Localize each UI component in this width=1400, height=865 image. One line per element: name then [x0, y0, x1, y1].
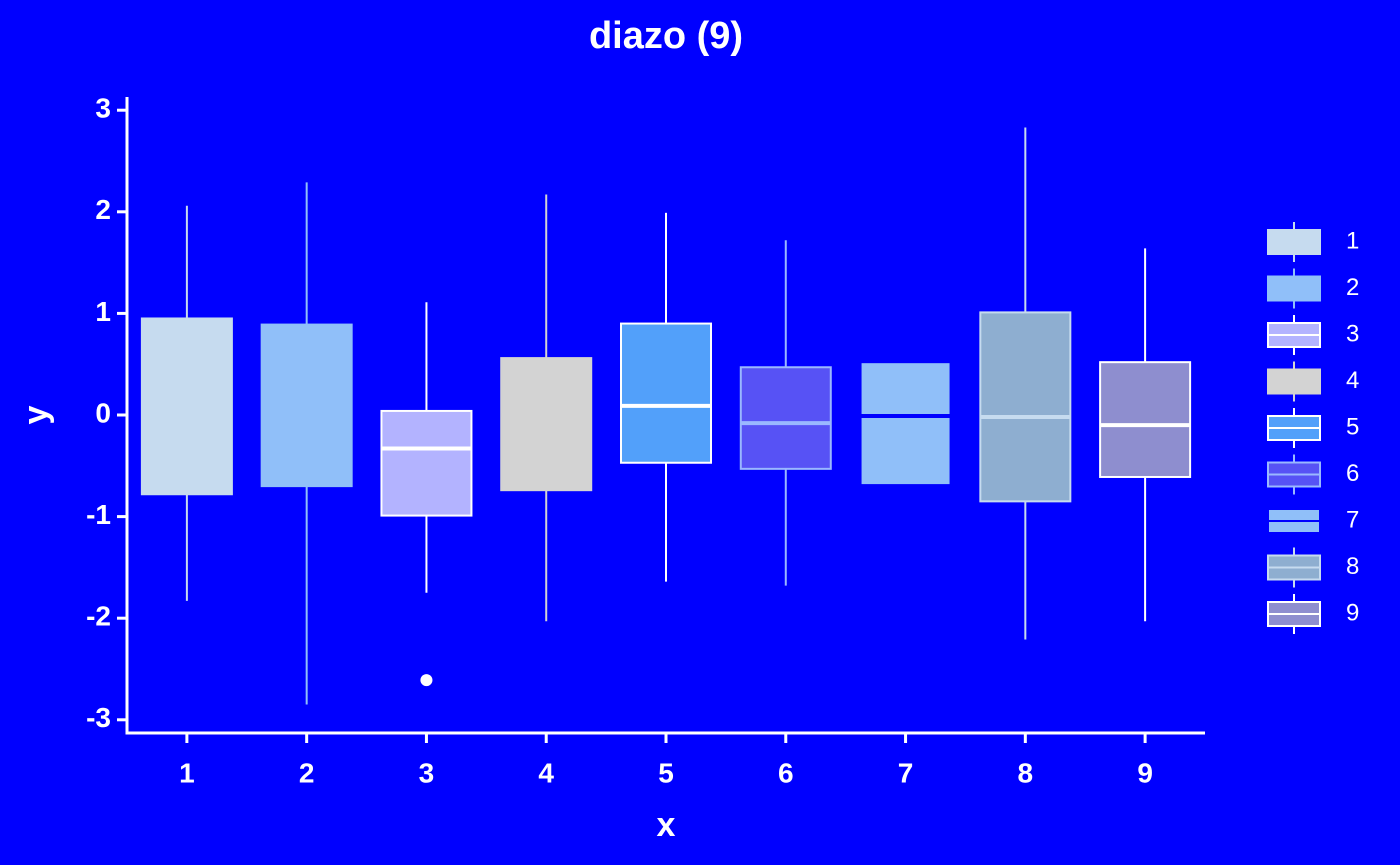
legend-label: 8 [1346, 553, 1359, 580]
legend-label: 3 [1346, 320, 1359, 347]
box [739, 366, 832, 470]
legend-label: 7 [1346, 506, 1359, 533]
x-tick-label: 2 [299, 757, 315, 788]
x-tick-label: 3 [419, 757, 435, 788]
legend-label: 6 [1346, 460, 1359, 487]
y-tick-label: -1 [86, 499, 111, 530]
x-tick-label: 7 [898, 757, 914, 788]
box [620, 322, 712, 464]
x-tick-label: 4 [538, 757, 554, 788]
y-tick-label: -2 [86, 601, 111, 632]
y-tick-label: 0 [95, 397, 111, 428]
x-tick-label: 6 [778, 757, 794, 788]
x-axis-label: x [657, 806, 676, 844]
box [1099, 361, 1192, 478]
outlier [420, 674, 433, 687]
y-tick-label: 1 [95, 296, 111, 327]
y-axis-label: y [17, 405, 55, 424]
x-tick-label: 9 [1137, 757, 1153, 788]
y-tick-label: 2 [95, 194, 111, 225]
box [260, 323, 353, 488]
y-tick-label: 3 [95, 93, 111, 124]
x-tick-label: 5 [658, 757, 674, 788]
box [500, 357, 593, 492]
box [979, 311, 1072, 503]
x-tick-label: 8 [1018, 757, 1034, 788]
legend-label: 2 [1346, 274, 1359, 301]
legend-label: 5 [1346, 413, 1359, 440]
legend-label: 1 [1346, 227, 1359, 254]
legend-label: 4 [1346, 367, 1359, 394]
y-tick-label: -3 [86, 702, 111, 733]
chart-title: diazo (9) [589, 15, 743, 57]
x-tick-label: 1 [179, 757, 195, 788]
box [859, 361, 952, 487]
box [380, 409, 473, 517]
legend-label: 9 [1346, 599, 1359, 626]
